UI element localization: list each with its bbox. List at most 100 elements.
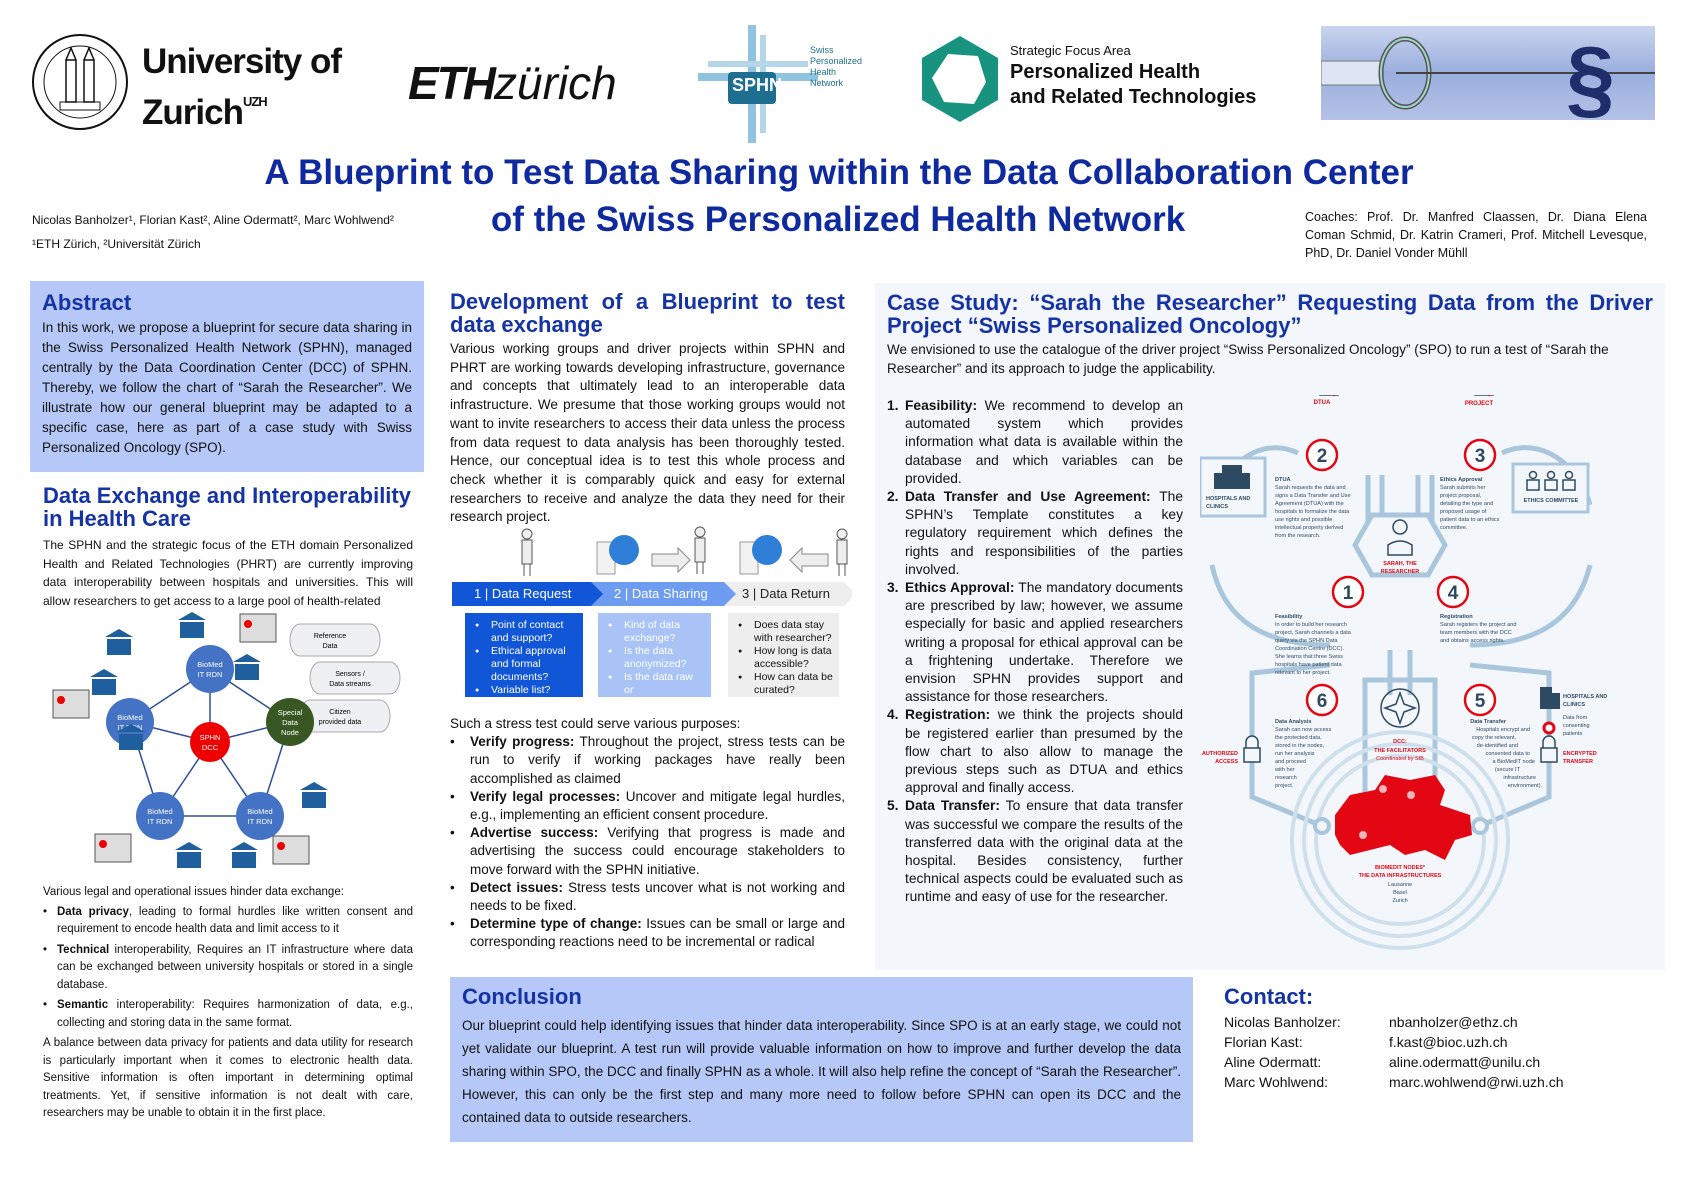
special-l1: Special — [278, 708, 303, 717]
arrow-right-icon — [651, 546, 691, 574]
conclusion-box: Conclusion Our blueprint could help iden… — [450, 977, 1193, 1142]
question: Ethical approval and formal documents? — [471, 645, 577, 684]
step-2-circle — [1305, 438, 1339, 472]
issue-item: Data privacy, leading to formal hurdles … — [43, 904, 413, 939]
step-4-num: 4 — [1448, 583, 1459, 604]
contact-row: Nicolas Banholzer: nbanholzer@ethz.ch — [1224, 1012, 1624, 1032]
step5-line: consented data to — [1486, 751, 1530, 757]
node-top-l2: IT RDN — [198, 670, 223, 679]
dtua-label: DTUA — [1314, 400, 1331, 406]
dcc-l2: DCC — [202, 743, 219, 752]
question: Is the data anonymized? — [604, 645, 705, 671]
coaches: Coaches: Prof. Dr. Manfred Claassen, Dr.… — [1305, 210, 1647, 260]
purpose-text: Stress tests uncover what is not working… — [470, 879, 845, 914]
case-study-steps: 1. Feasibility: We recommend to develop a… — [887, 397, 1183, 907]
sphn-cross-icon — [698, 25, 818, 143]
left-frame — [1249, 662, 1331, 829]
question: How can data be curated? — [734, 671, 833, 697]
hexagon — [1352, 512, 1448, 578]
purpose-text: Verifying that progress is made and adve… — [470, 825, 845, 877]
step3-line: Sarah submits her — [1440, 485, 1486, 491]
case-step-text: we think the projects should be register… — [905, 707, 1183, 796]
hospital-icon — [94, 833, 132, 863]
contact-email[interactable]: f.kast@bioc.uzh.ch — [1389, 1034, 1508, 1050]
node-left-l1: BioMed — [117, 713, 142, 722]
step3-line: project proposal, — [1440, 493, 1482, 499]
university-icon — [175, 842, 203, 868]
step-3-circle — [1463, 438, 1497, 472]
question: Variable list? — [471, 684, 577, 697]
step5-line: copy the relevant, — [1472, 735, 1517, 741]
issue-item: Technical interoperability, Requires an … — [43, 942, 413, 995]
source-citizen-1: Citizen — [329, 709, 351, 716]
step5-line: a BioMedIT node — [1493, 759, 1536, 765]
padlock-right-icon — [1540, 735, 1558, 763]
contact-email[interactable]: aline.odermatt@unilu.ch — [1389, 1054, 1541, 1070]
sphn-name-2: Personalized — [810, 56, 863, 66]
biomed-node-top — [186, 645, 234, 693]
contact-heading: Contact: — [1224, 984, 1314, 1009]
case-step-bold: Data Transfer: — [905, 798, 1000, 814]
researcher-1: SARAH, THE — [1383, 561, 1417, 567]
sensors-shape — [309, 661, 401, 695]
question: Point of contact and support? — [471, 619, 577, 645]
step-label-1: 1 | Data Request — [474, 586, 572, 601]
data-source-shapes — [289, 623, 401, 733]
data-from-3: patients — [1563, 731, 1583, 737]
poster-title-line2: of the Swiss Personalized Health Network — [490, 200, 1186, 239]
exchange-intro: The SPHN and the strategic focus of the … — [43, 538, 413, 608]
needle-section-icon: § — [1321, 28, 1655, 120]
ring-outer — [1290, 730, 1510, 950]
hospital-icon — [239, 613, 277, 643]
step2-line: intellectual property derived — [1275, 525, 1343, 531]
question: Does data stay with researcher? — [734, 619, 833, 645]
step5-line: infrastructure — [1503, 775, 1536, 781]
eth-light: zürich — [494, 57, 617, 109]
step6-line: the protected data, — [1275, 735, 1322, 741]
question: How long is data accessible? — [734, 645, 833, 671]
dcc-2: THE FACILITATORS — [1374, 748, 1426, 754]
hospital-icon — [272, 835, 310, 865]
contact-email[interactable]: marc.wohlwend@rwi.uzh.ch — [1389, 1074, 1564, 1090]
step1-line: hospitals have patient data — [1275, 662, 1342, 668]
step2-line: Sarah requests the data and — [1275, 485, 1346, 491]
case-study-intro: We envisioned to use the catalogue of th… — [887, 342, 1609, 376]
node-bl-l2: IT RDN — [148, 817, 173, 826]
biomed-node-bottom-right — [236, 792, 284, 840]
step-5-circle — [1463, 683, 1497, 717]
step-circles — [1305, 438, 1497, 717]
case-step-bold: Ethics Approval: — [905, 580, 1015, 596]
step6-line: with her — [1274, 767, 1295, 773]
hospitals-right-1: HOSPITALS AND — [1563, 694, 1607, 700]
authors: Nicolas Banholzer¹, Florian Kast², Aline… — [32, 208, 394, 256]
issue-text: interoperability: Requires harmonization… — [57, 999, 413, 1029]
contact-name: Marc Wohlwend: — [1224, 1074, 1329, 1090]
case-step-num: 2. — [887, 489, 899, 505]
step-1-num: 1 — [1343, 583, 1354, 604]
uzh-sup: UZH — [242, 94, 268, 109]
encrypted-1: ENCRYPTED — [1563, 751, 1597, 757]
issues-intro: Various legal and operational issues hin… — [43, 886, 344, 898]
case-step-num: 1. — [887, 398, 899, 413]
case-step-num: 4. — [887, 707, 899, 723]
university-icons — [90, 612, 328, 868]
case-step-num: 3. — [887, 580, 899, 596]
step-label-3: 3 | Data Return — [742, 586, 830, 601]
uzh-name-line2: Zurich — [142, 93, 244, 132]
contact-name: Nicolas Banholzer: — [1224, 1014, 1341, 1030]
encrypted-2: TRANSFER — [1563, 759, 1593, 765]
case-step-num: 5. — [887, 798, 899, 814]
eth-logo: ETHzürich — [408, 58, 617, 108]
university-icon — [300, 782, 328, 808]
purpose-bold: Verify progress: — [470, 734, 575, 750]
dcc-1: DCC: — [1393, 739, 1407, 745]
step6-line: project. — [1275, 783, 1294, 789]
source-ref-1: Reference — [314, 633, 346, 640]
svg-text:§: § — [1566, 28, 1615, 120]
contact-email[interactable]: nbanholzer@ethz.ch — [1389, 1014, 1518, 1030]
development-section: Development of a Blueprint to test data … — [450, 290, 845, 527]
ring-mid — [1302, 742, 1498, 938]
compass-icon — [1380, 688, 1420, 728]
case-step-bold: Feasibility: — [905, 398, 978, 413]
step5-line: environment). — [1508, 783, 1543, 789]
